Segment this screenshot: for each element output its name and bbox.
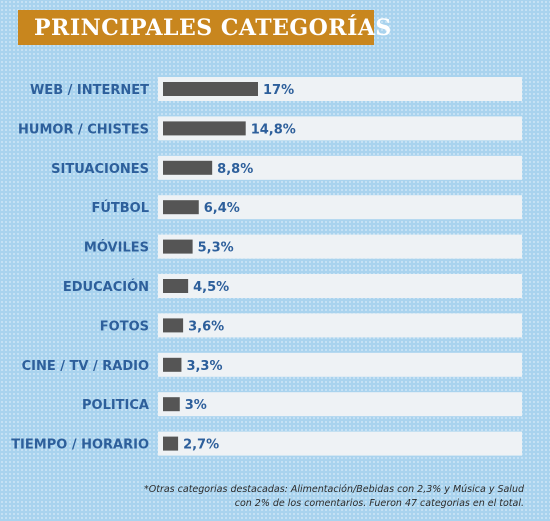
- bar-row-background: [158, 274, 522, 298]
- category-label: FÚTBOL: [91, 200, 149, 216]
- bar: [163, 239, 193, 254]
- bar: [163, 200, 199, 215]
- value-label: 6,4%: [204, 201, 240, 216]
- value-label: 5,3%: [198, 241, 234, 256]
- footnote: *Otras categorias destacadas: Alimentaci…: [144, 484, 524, 509]
- bar: [163, 357, 182, 372]
- category-label: EDUCACIÓN: [63, 279, 149, 295]
- category-label: MÓVILES: [84, 240, 149, 256]
- bar: [163, 279, 189, 293]
- bar: [163, 436, 179, 451]
- value-label: 2,7%: [183, 438, 219, 453]
- value-label: 4,5%: [193, 280, 229, 295]
- value-label: 8,8%: [217, 162, 253, 177]
- category-label: POLITICA: [82, 398, 149, 413]
- bar: [163, 160, 213, 175]
- category-label: WEB / INTERNET: [30, 83, 149, 98]
- chart-title: PRINCIPALES CATEGORÍAS: [34, 15, 392, 41]
- category-label: FOTOS: [100, 319, 149, 334]
- bar: [163, 397, 180, 412]
- value-label: 17%: [263, 83, 294, 98]
- value-label: 3%: [185, 398, 207, 413]
- title-banner: PRINCIPALES CATEGORÍAS: [18, 10, 391, 45]
- category-label: SITUACIONES: [51, 162, 149, 177]
- bar-row-background: [158, 234, 522, 259]
- bar-row-background: [158, 431, 522, 456]
- bar-row-background: [158, 155, 522, 180]
- bar-row-background: [158, 392, 522, 417]
- bar: [163, 318, 184, 333]
- bar: [163, 121, 246, 136]
- value-label: 14,8%: [251, 122, 296, 137]
- category-label: CINE / TV / RADIO: [22, 359, 149, 374]
- bar-row-background: [158, 116, 522, 141]
- bar-row-background: [158, 195, 522, 220]
- bar: [163, 82, 258, 96]
- category-label: TIEMPO / HORARIO: [11, 438, 149, 453]
- value-label: 3,3%: [186, 359, 222, 374]
- category-label: HUMOR / CHISTES: [18, 122, 149, 137]
- bar-row-background: [158, 352, 522, 377]
- bar-row-background: [158, 313, 522, 338]
- value-label: 3,6%: [188, 319, 224, 334]
